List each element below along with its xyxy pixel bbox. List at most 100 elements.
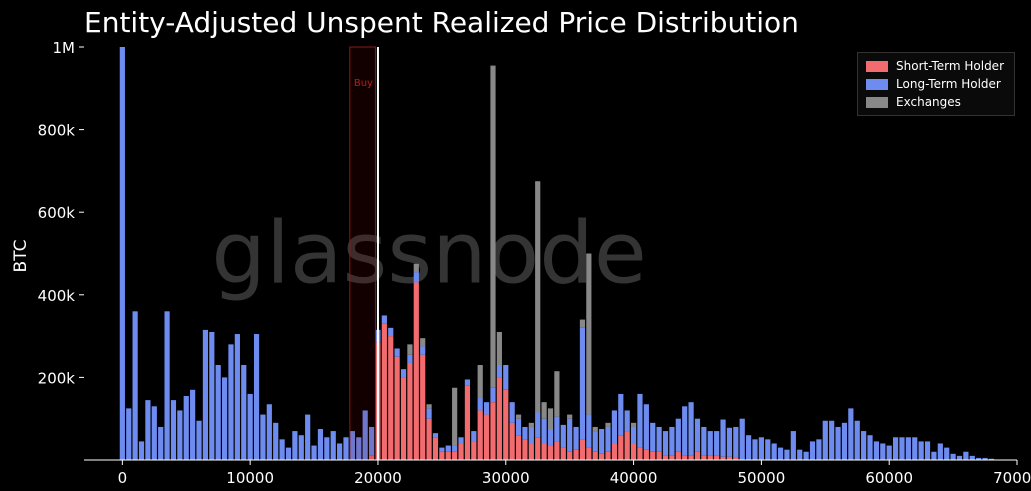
bar-short-term-holder42500: [662, 455, 669, 460]
bar-long-term-holder23000: [413, 272, 419, 283]
bar-long-term-holder67500: [982, 457, 988, 460]
bar-short-term-holder46000: [707, 455, 713, 460]
bar-long-term-holder62000: [912, 437, 918, 460]
bar-short-term-holder44500: [688, 455, 694, 460]
bar-long-term-holder33500: [547, 429, 554, 446]
bar-short-term-holder23000: [413, 282, 419, 460]
bar-short-term-holder28000: [477, 410, 483, 460]
y-tick-label: 800k: [38, 122, 76, 140]
bar-long-term-holder39000: [618, 393, 624, 436]
bar-short-term-holder37000: [592, 451, 598, 460]
bar-short-term-holder19500: [368, 455, 375, 460]
bar-long-term-holder48000: [733, 426, 739, 458]
bar-short-term-holder31000: [515, 435, 522, 460]
bar-long-term-holder15000: [311, 445, 317, 460]
bar-short-term-holder35500: [573, 449, 579, 460]
bar-short-term-holder32000: [528, 443, 534, 460]
bar-long-term-holder66000: [963, 451, 969, 460]
bar-long-term-holder500: [126, 408, 132, 461]
legend-item: Exchanges: [866, 93, 1004, 111]
y-tick-label: 400k: [38, 287, 76, 305]
x-tick-label: 0: [118, 469, 128, 487]
bar-short-term-holder30500: [509, 422, 515, 460]
x-tick-label: 50000: [738, 469, 786, 487]
bar-long-term-holder10500: [253, 334, 260, 460]
bar-long-term-holder35500: [573, 426, 579, 450]
bar-long-term-holder51000: [771, 443, 777, 460]
bar-long-term-holder29500: [496, 365, 502, 378]
bar-long-term-holder45000: [694, 418, 701, 452]
bar-long-term-holder12500: [279, 439, 285, 460]
bar-short-term-holder25000: [439, 451, 445, 460]
bar-long-term-holder37500: [599, 429, 605, 454]
bar-long-term-holder48500: [739, 418, 745, 460]
legend-label: Exchanges: [896, 95, 961, 109]
bar-short-term-holder41000: [643, 449, 649, 460]
bar-long-term-holder6500: [202, 329, 209, 460]
bar-short-term-holder25500: [445, 451, 451, 460]
bar-long-term-holder17500: [343, 437, 349, 460]
bar-short-term-holder47000: [720, 456, 726, 460]
bar-long-term-holder11000: [260, 414, 266, 460]
bar-long-term-holder24500: [432, 433, 439, 438]
bar-short-term-holder41500: [650, 451, 656, 460]
bar-long-term-holder61500: [905, 437, 911, 460]
bar-long-term-holder29000: [490, 387, 496, 403]
bar-long-term-holder52500: [790, 431, 796, 460]
bar-long-term-holder5000: [183, 395, 189, 460]
bar-short-term-holder33000: [541, 443, 547, 460]
bar-short-term-holder22500: [407, 362, 413, 460]
x-tick-label: 20000: [354, 469, 402, 487]
bar-short-term-holder31500: [522, 439, 528, 460]
watermark-text: glassnode: [211, 203, 646, 303]
bar-exchanges31000: [515, 414, 522, 419]
bar-long-term-holder13000: [285, 447, 292, 460]
bar-long-term-holder30500: [509, 402, 515, 423]
bar-exchanges22500: [407, 344, 413, 355]
bar-long-term-holder67000: [976, 457, 982, 460]
bar-long-term-holder63000: [924, 441, 931, 460]
bar-long-term-holder30000: [503, 365, 509, 390]
legend-label: Long-Term Holder: [896, 77, 1001, 91]
bar-long-term-holder1500: [138, 441, 145, 460]
bar-long-term-holder21500: [394, 348, 400, 357]
bar-long-term-holder38000: [605, 426, 611, 452]
x-tick-label: 60000: [865, 469, 913, 487]
bar-short-term-holder27000: [464, 385, 471, 460]
bar-exchanges38000: [605, 422, 611, 427]
bar-long-term-holder31000: [515, 418, 522, 436]
bar-long-term-holder18000: [349, 431, 355, 460]
bar-long-term-holder56500: [841, 422, 848, 460]
bar-short-term-holder37500: [599, 453, 605, 460]
bar-short-term-holder23500: [420, 354, 426, 460]
bar-short-term-holder40000: [630, 443, 637, 460]
bar-exchanges36000: [579, 319, 586, 328]
bar-long-term-holder20500: [381, 315, 387, 324]
bar-short-term-holder24500: [432, 437, 439, 460]
bar-short-term-holder21000: [388, 336, 394, 460]
bar-short-term-holder43500: [675, 451, 681, 460]
bar-long-term-holder45500: [701, 426, 707, 456]
bar-short-term-holder21500: [394, 356, 400, 460]
legend-label: Short-Term Holder: [896, 59, 1004, 73]
bar-exchanges33000: [541, 402, 547, 419]
bar-exchanges34000: [554, 371, 560, 417]
bar-exchanges33500: [547, 408, 554, 430]
bar-long-term-holder14000: [298, 435, 304, 460]
legend-swatch: [866, 60, 889, 72]
chart-title: Entity-Adjusted Unspent Realized Price D…: [84, 6, 799, 39]
bar-long-term-holder7500: [215, 365, 221, 460]
bar-long-term-holder42000: [656, 426, 662, 452]
bar-long-term-holder22500: [407, 354, 413, 363]
bar-long-term-holder54000: [809, 441, 816, 460]
bar-short-term-holder27500: [471, 441, 477, 460]
bar-long-term-holder9500: [241, 365, 247, 460]
bar-short-term-holder43000: [669, 455, 675, 460]
bar-short-term-holder34500: [560, 447, 566, 460]
bar-long-term-holder57500: [854, 420, 860, 460]
bar-long-term-holder39500: [624, 410, 630, 432]
x-tick-label: 10000: [226, 469, 274, 487]
bar-long-term-holder21000: [388, 327, 394, 337]
bar-short-term-holder30000: [503, 389, 509, 460]
